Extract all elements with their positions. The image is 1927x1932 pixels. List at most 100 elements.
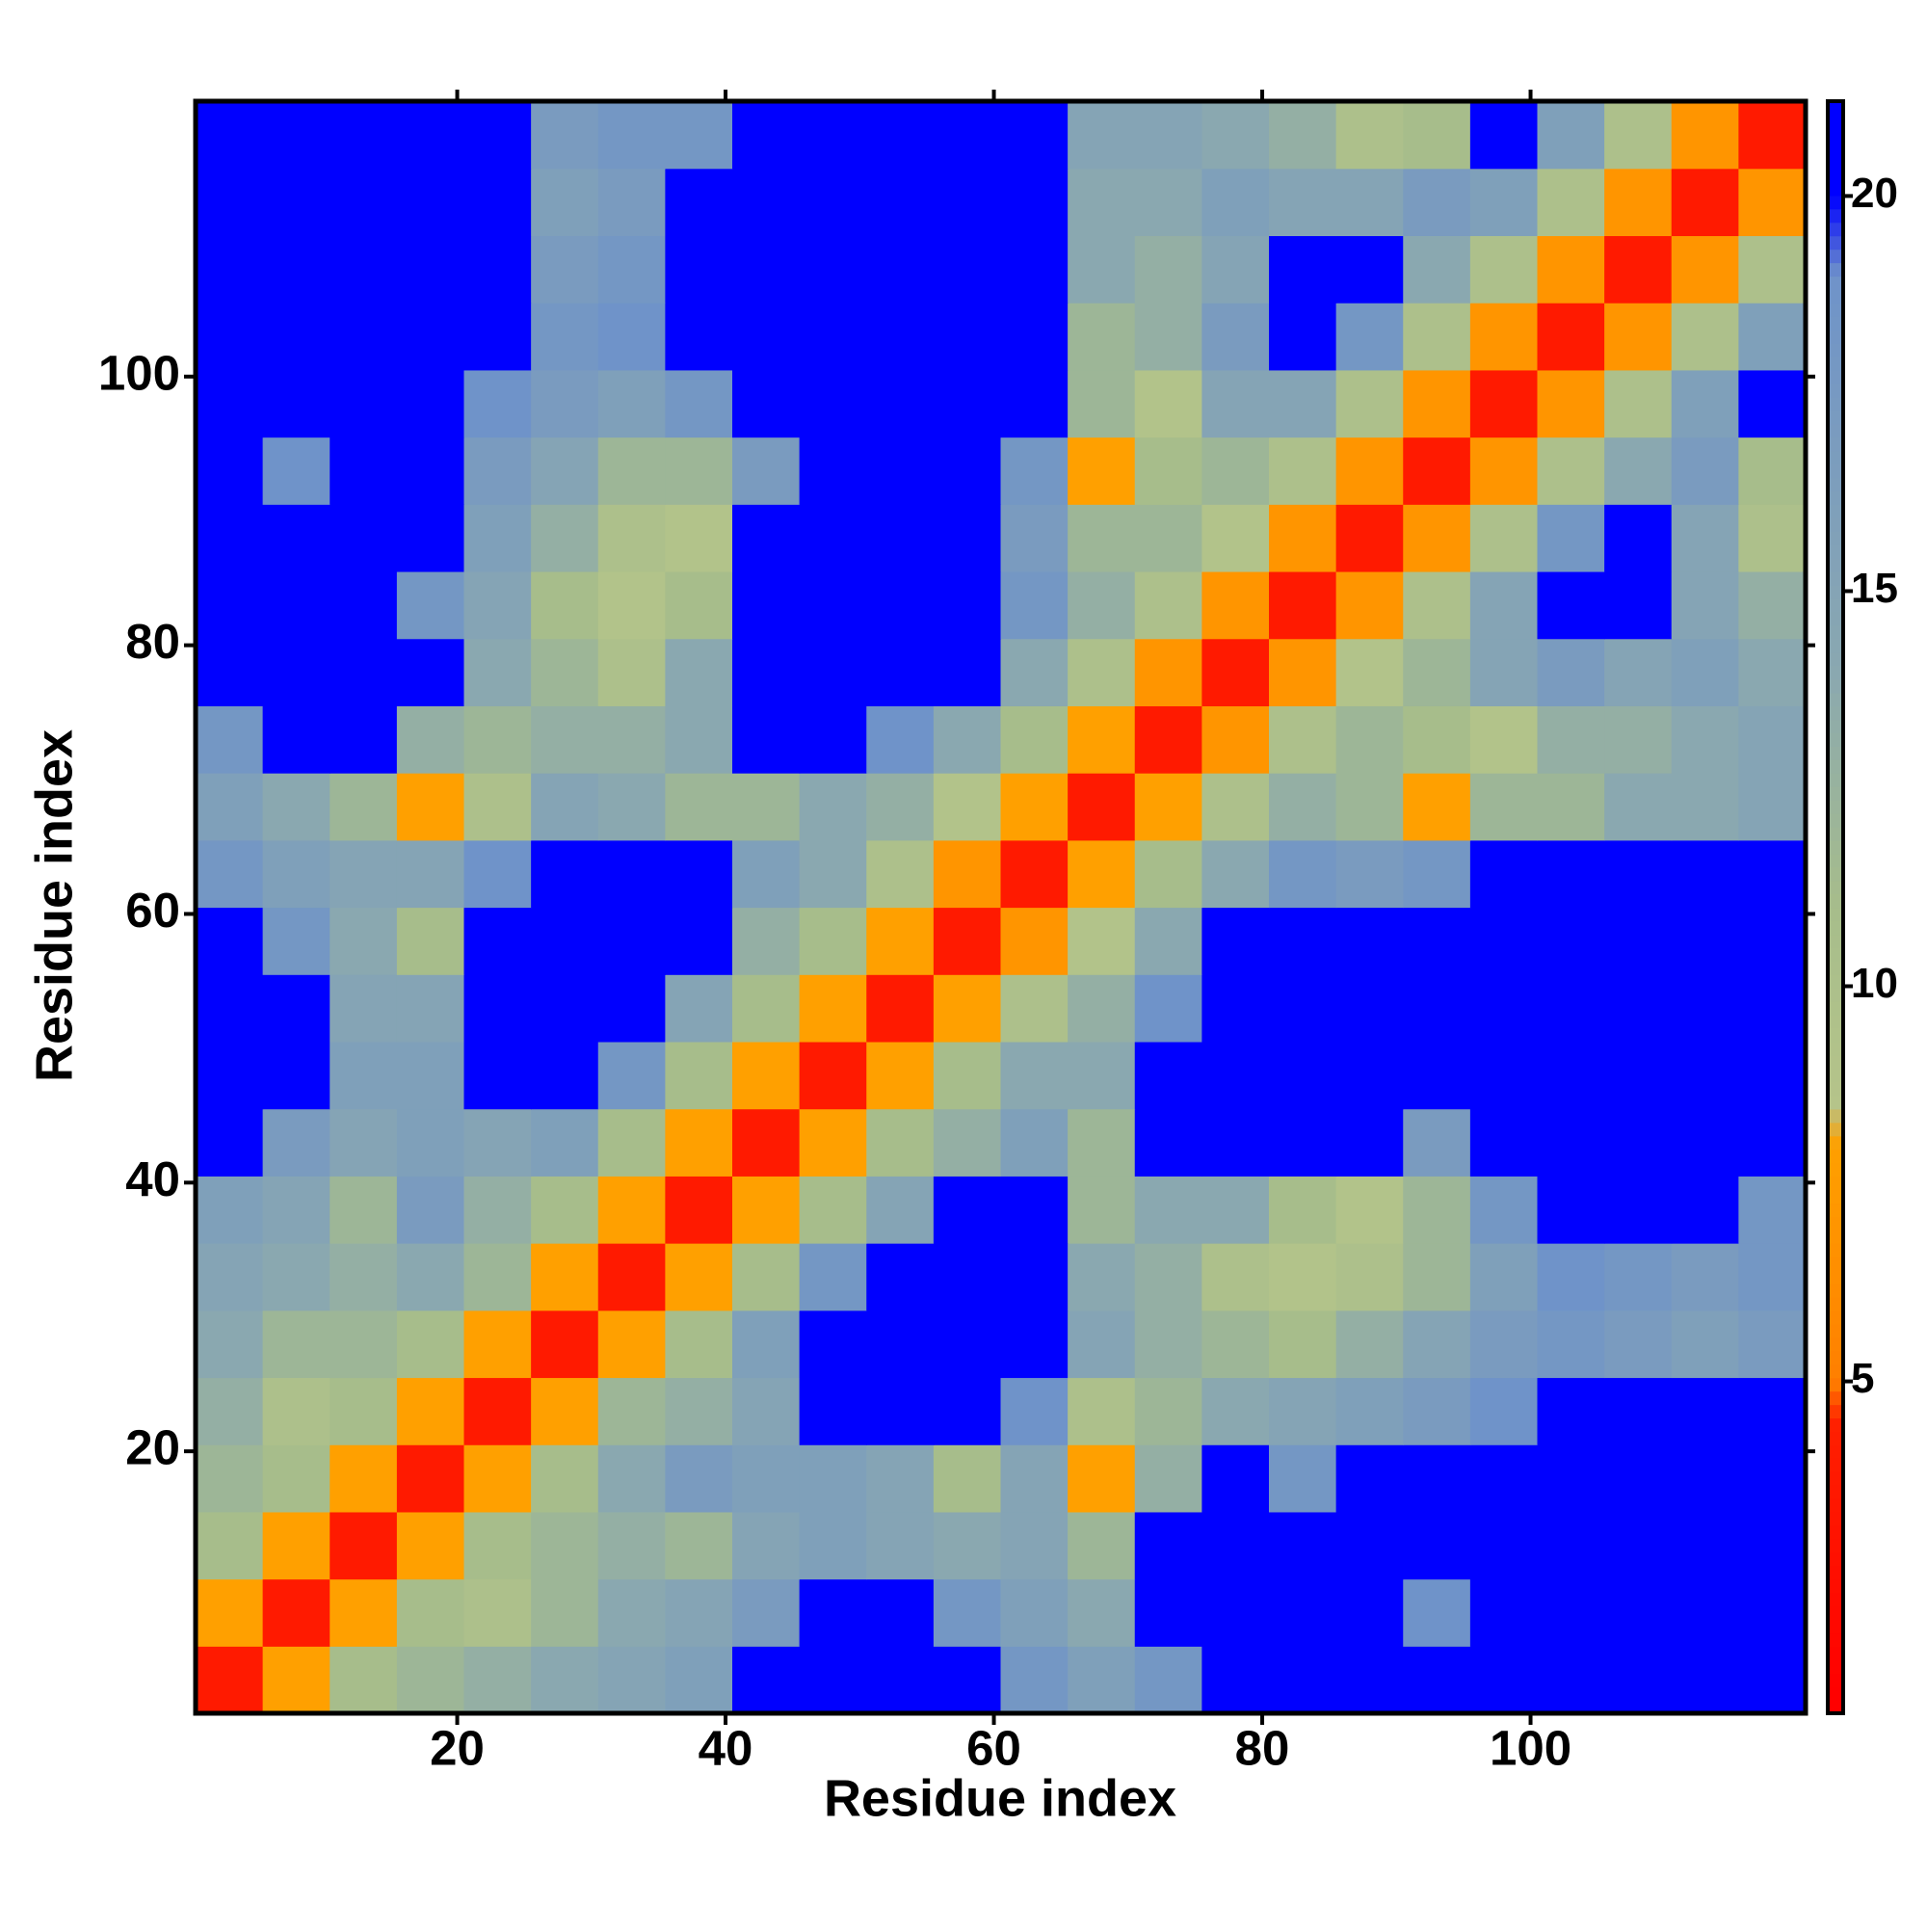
heatmap-cell: [1738, 1108, 1807, 1177]
colorbar-segment: [1828, 866, 1843, 882]
heatmap-cell: [1537, 1578, 1605, 1647]
heatmap-cell: [1201, 974, 1270, 1043]
heatmap-cell: [1738, 1646, 1807, 1714]
heatmap-cell: [732, 1511, 801, 1580]
colorbar-segment: [1828, 558, 1843, 572]
colorbar-segment: [1828, 732, 1843, 747]
heatmap-cell: [732, 570, 801, 640]
heatmap-cell: [330, 1243, 398, 1311]
heatmap-cell: [1469, 839, 1539, 909]
heatmap-cell: [330, 1176, 398, 1244]
heatmap-cell: [1335, 570, 1404, 640]
heatmap-cell: [1403, 1646, 1471, 1714]
heatmap-cell: [396, 1310, 465, 1379]
heatmap-cell: [1537, 303, 1605, 371]
heatmap-cell: [799, 101, 867, 170]
colorbar-segment: [1828, 208, 1843, 224]
heatmap-cell: [1068, 1243, 1136, 1311]
colorbar-segment: [1828, 1511, 1843, 1526]
heatmap-cell: [1000, 773, 1069, 841]
heatmap-cell: [1604, 1243, 1673, 1311]
heatmap-cell: [1269, 1511, 1337, 1580]
heatmap-cell: [330, 1511, 398, 1580]
colorbar-segment: [1828, 1605, 1843, 1621]
heatmap-cell: [1134, 570, 1202, 640]
heatmap-cell: [1403, 1511, 1471, 1580]
heatmap-cell: [1335, 369, 1404, 438]
colorbar-segment: [1828, 1243, 1843, 1257]
heatmap-cell: [1335, 638, 1404, 706]
heatmap-cell: [1537, 1243, 1605, 1311]
heatmap-cell: [799, 1041, 867, 1110]
heatmap-cell: [1403, 303, 1471, 371]
colorbar-segment: [1828, 1216, 1843, 1231]
heatmap-cell: [597, 1310, 666, 1379]
heatmap-cell: [1469, 1108, 1539, 1177]
heatmap-cell: [1537, 1176, 1605, 1244]
heatmap-cell: [732, 638, 801, 706]
colorbar-segment: [1828, 1068, 1843, 1083]
heatmap-cell: [665, 1108, 733, 1177]
colorbar-segment: [1828, 504, 1843, 518]
heatmap-cell: [330, 168, 398, 237]
heatmap-cell: [732, 101, 801, 170]
colorbar-segment: [1828, 1176, 1843, 1191]
heatmap-cell: [463, 1511, 532, 1580]
heatmap-cell: [1671, 570, 1739, 640]
heatmap-cell: [396, 1578, 465, 1647]
heatmap-cell: [1469, 1377, 1539, 1445]
heatmap-cell: [396, 1176, 465, 1244]
heatmap-cell: [196, 1243, 264, 1311]
heatmap-cell: [1201, 705, 1270, 774]
heatmap-cell: [531, 437, 599, 505]
colorbar-segment: [1828, 1015, 1843, 1029]
heatmap-cell: [1738, 974, 1807, 1043]
colorbar-segment: [1828, 1122, 1843, 1137]
heatmap-cell: [1000, 839, 1069, 909]
colorbar-segment: [1828, 1135, 1843, 1151]
colorbar-segment: [1828, 920, 1843, 936]
heatmap-cell: [196, 974, 264, 1043]
heatmap-cell: [330, 974, 398, 1043]
heatmap-cell: [1537, 974, 1605, 1043]
colorbar-segment: [1828, 1458, 1843, 1472]
heatmap-cell: [1068, 1176, 1136, 1244]
heatmap-cell: [1403, 437, 1471, 505]
heatmap-cell: [1134, 437, 1202, 505]
heatmap-cell: [1469, 437, 1539, 505]
heatmap-cell: [732, 303, 801, 371]
heatmap-cell: [1403, 570, 1471, 640]
heatmap-cell: [1134, 773, 1202, 841]
heatmap-cell: [1000, 1511, 1069, 1580]
heatmap-cell: [597, 1108, 666, 1177]
heatmap-cell: [1000, 168, 1069, 237]
heatmap-cell: [262, 1511, 330, 1580]
heatmap-cell: [196, 168, 264, 237]
y-tick-label: 80: [125, 614, 180, 669]
colorbar-segment: [1828, 141, 1843, 156]
colorbar-segment: [1828, 1471, 1843, 1486]
heatmap-cell: [597, 907, 666, 975]
colorbar-segment: [1828, 1001, 1843, 1016]
heatmap-cell: [1403, 839, 1471, 909]
heatmap-cell: [196, 1377, 264, 1445]
heatmap-cell: [1469, 1578, 1539, 1647]
heatmap-cell: [196, 303, 264, 371]
heatmap-cell: [463, 570, 532, 640]
heatmap-cell: [1537, 839, 1605, 909]
heatmap-cell: [799, 638, 867, 706]
heatmap-cell: [1335, 907, 1404, 975]
heatmap-cell: [1403, 974, 1471, 1043]
heatmap-cell: [330, 1041, 398, 1110]
heatmap-cell: [463, 839, 532, 909]
heatmap-cell: [1604, 1511, 1673, 1580]
heatmap-cell: [396, 504, 465, 572]
heatmap-cell: [665, 839, 733, 909]
colorbar-segment: [1828, 369, 1843, 384]
heatmap-cell: [262, 705, 330, 774]
colorbar-segment: [1828, 1538, 1843, 1553]
heatmap-cell: [933, 839, 1002, 909]
heatmap-cell: [196, 773, 264, 841]
heatmap-cell: [597, 1646, 666, 1714]
colorbar-segment: [1828, 181, 1843, 197]
